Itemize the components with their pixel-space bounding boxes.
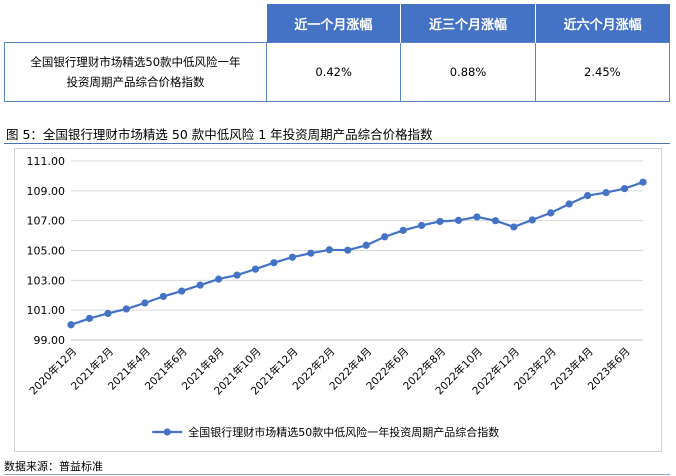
data-point — [85, 314, 94, 322]
data-point — [491, 217, 499, 225]
data-point — [141, 299, 149, 307]
data-point — [436, 217, 444, 226]
value-3-month: 0.88% — [400, 42, 536, 102]
data-point — [122, 305, 130, 313]
figure-title-rule — [4, 143, 670, 144]
figure-title: 图 5：全国银行理财市场精选 50 款中低风险 1 年投资周期产品综合价格指数 — [6, 127, 433, 142]
value-6-month: 2.45% — [534, 42, 671, 102]
data-point — [584, 192, 592, 200]
data-point — [454, 216, 463, 224]
header-6-month: 近六个月涨幅 — [535, 4, 670, 43]
header-blank — [4, 4, 267, 43]
data-point — [417, 221, 426, 230]
source-rule — [4, 474, 670, 475]
data-point — [288, 253, 297, 261]
data-point — [325, 246, 333, 254]
data-point — [620, 184, 629, 193]
data-point — [528, 216, 536, 224]
data-point — [565, 200, 573, 208]
y-tick-label: 99.00 — [34, 334, 66, 347]
y-tick-label: 101.00 — [27, 304, 66, 317]
y-tick-label: 107.00 — [27, 215, 66, 228]
data-point — [510, 223, 518, 231]
x-tick-label: 2020年12月 — [27, 345, 79, 397]
index-name-cell: 全国银行理财市场精选50款中低风险一年 投资周期产品综合价格指数 — [4, 42, 267, 102]
legend-marker — [163, 428, 171, 436]
data-point — [381, 233, 389, 241]
data-point — [362, 241, 370, 249]
data-point — [178, 287, 186, 295]
y-tick-label: 105.00 — [27, 245, 66, 258]
table-row: 全国银行理财市场精选50款中低风险一年 投资周期产品综合价格指数 0.42% 0… — [4, 42, 671, 102]
data-point — [233, 271, 241, 279]
data-point — [104, 309, 112, 318]
legend-label: 全国银行理财市场精选50款中低风险一年投资周期产品综合指数 — [188, 425, 499, 439]
index-name-line2: 投资周期产品综合价格指数 — [66, 75, 205, 89]
line-chart: 99.00 101.00 103.00 105.00 107.00 109.00 111.0… — [27, 155, 647, 439]
value-1-month: 0.42% — [265, 42, 402, 102]
data-source: 数据来源：普益标准 — [4, 460, 103, 473]
data-point — [547, 209, 555, 217]
data-point — [639, 178, 647, 186]
y-tick-label: 109.00 — [27, 185, 66, 198]
summary-table: 近一个月涨幅 近三个月涨幅 近六个月涨幅 全国银行理财市场精选50款中低风险一年… — [4, 4, 671, 102]
series-line — [70, 181, 644, 326]
data-point — [270, 259, 278, 267]
table-header-row: 近一个月涨幅 近三个月涨幅 近六个月涨幅 — [4, 4, 670, 43]
data-point — [602, 189, 610, 197]
header-1-month: 近一个月涨幅 — [266, 4, 402, 43]
data-point — [307, 249, 315, 257]
data-point — [215, 275, 223, 283]
data-point — [67, 321, 75, 329]
data-point — [159, 292, 167, 301]
header-3-month: 近三个月涨幅 — [400, 4, 536, 43]
data-point — [473, 213, 481, 221]
y-tick-label: 103.00 — [27, 274, 66, 287]
data-point — [399, 226, 407, 234]
y-tick-label: 111.00 — [27, 155, 66, 168]
chart-frame: 99.00 101.00 103.00 105.00 107.00 109.00 111.0… — [14, 148, 662, 452]
data-point — [344, 246, 352, 254]
index-name-line1: 全国银行理财市场精选50款中低风险一年 — [30, 55, 241, 69]
data-point — [196, 281, 204, 289]
data-point — [251, 265, 260, 273]
